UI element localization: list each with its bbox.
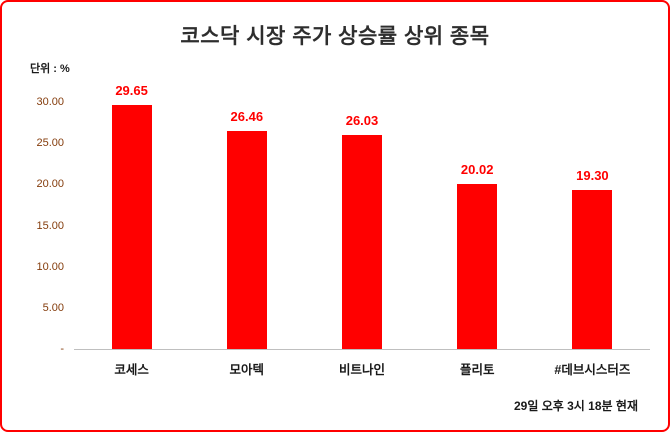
bar-value-label: 26.46 xyxy=(230,109,264,125)
chart-title: 코스닥 시장 주가 상승률 상위 종목 xyxy=(180,25,490,48)
category-label: 비트나인 xyxy=(338,363,386,377)
y-tick-label: 25.00 xyxy=(36,137,64,150)
bar xyxy=(342,134,382,349)
bar-slot: 20.02 플리토 xyxy=(420,102,535,377)
bar-slot: 26.46 모아텍 xyxy=(189,102,304,377)
timestamp-note: 29일 오후 3시 18분 현재 xyxy=(514,399,638,413)
category-label: 플리토 xyxy=(459,363,495,377)
bar-value-label: 26.03 xyxy=(345,112,379,128)
bar xyxy=(111,104,152,349)
bar-value-label: 20.02 xyxy=(460,162,494,178)
y-tick-label: 15.00 xyxy=(36,219,64,232)
category-label: 코세스 xyxy=(114,363,149,377)
bar-value-label: 19.30 xyxy=(576,168,609,184)
plot-area: 29.65 코세스 26.46 모아텍 26.03 비트나인 20.02 플리토 19.30 #데… xyxy=(36,83,650,377)
y-tick-label: 10.00 xyxy=(36,260,64,273)
bar-slot: 26.03 비트나인 xyxy=(304,102,419,377)
y-tick-label: - xyxy=(60,343,64,355)
y-tick-label: 5.00 xyxy=(42,301,64,314)
y-tick-label: 30.00 xyxy=(36,96,64,108)
unit-label: 단위 : % xyxy=(30,63,70,75)
bars-container: 29.65 코세스 26.46 모아텍 26.03 비트나인 20.02 플리토 19.30 #데… xyxy=(74,83,650,377)
bar xyxy=(572,190,613,349)
bar-slot: 19.30 #데브시스터즈 xyxy=(535,102,650,377)
bar-slot: 29.65 코세스 xyxy=(74,83,189,377)
y-tick-label: 20.00 xyxy=(36,178,64,191)
bar xyxy=(457,184,498,349)
category-label: #데브시스터즈 xyxy=(554,363,631,377)
bar xyxy=(226,131,267,349)
bar-value-label: 29.65 xyxy=(115,82,148,98)
category-label: 모아텍 xyxy=(229,363,265,377)
